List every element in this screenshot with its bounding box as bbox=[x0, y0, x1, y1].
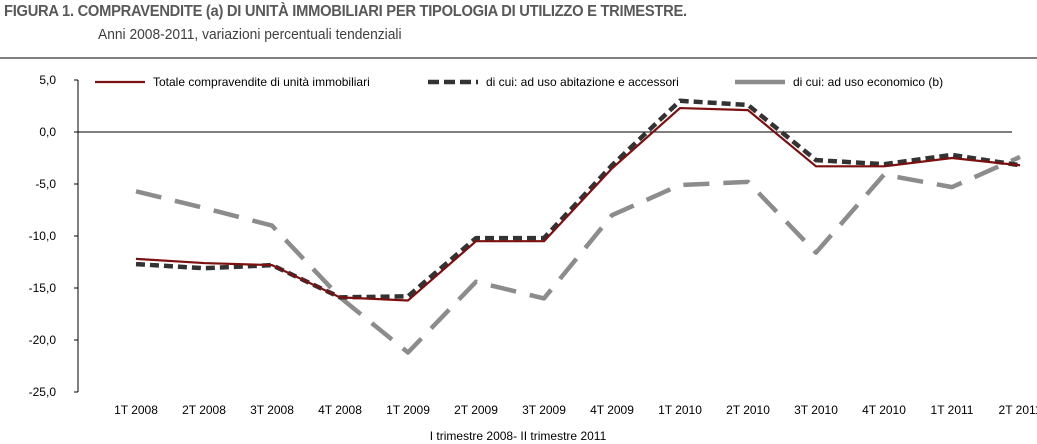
x-axis-title: I trimestre 2008- II trimestre 2011 bbox=[430, 429, 607, 443]
series-line-0 bbox=[135, 106, 1021, 302]
y-tick-label: -25,0 bbox=[29, 385, 57, 399]
legend-label: Totale compravendite di unità immobiliar… bbox=[153, 75, 370, 89]
y-tick-label: 0,0 bbox=[39, 125, 56, 139]
x-tick-label: 3T 2009 bbox=[522, 403, 566, 417]
chart-title: FIGURA 1. COMPRAVENDITE (a) DI UNITÀ IMM… bbox=[4, 3, 687, 20]
series-line-2 bbox=[135, 154, 1021, 355]
x-tick-label: 2T 2010 bbox=[726, 403, 770, 417]
x-tick-label: 1T 2010 bbox=[658, 403, 702, 417]
legend: Totale compravendite di unità immobiliar… bbox=[95, 75, 943, 89]
x-tick-label: 2T 2008 bbox=[182, 403, 226, 417]
chart-subtitle: Anni 2008-2011, variazioni percentuali t… bbox=[98, 26, 402, 43]
x-axis: 1T 2008 2T 2008 3T 2008 4T 2008 1T 2009 2T 20… bbox=[78, 131, 1037, 417]
x-tick-label: 1T 2009 bbox=[386, 403, 430, 417]
x-tick-label: 3T 2010 bbox=[794, 403, 838, 417]
series-line-1 bbox=[135, 98, 1021, 300]
x-tick-label: 2T 2009 bbox=[454, 403, 498, 417]
series-lines bbox=[135, 98, 1021, 355]
x-tick-label: 4T 2010 bbox=[862, 403, 906, 417]
y-tick-label: -5,0 bbox=[35, 177, 56, 191]
x-tick-label: 3T 2008 bbox=[250, 403, 294, 417]
x-tick-label: 4T 2008 bbox=[318, 403, 362, 417]
x-tick-label: 4T 2009 bbox=[590, 403, 634, 417]
legend-label: di cui: ad uso economico (b) bbox=[793, 75, 943, 89]
y-axis: 5,0 0,0 -5,0 -10,0 -15,0 -20,0 -25,0 bbox=[29, 73, 79, 399]
x-tick-label: 1T 2011 bbox=[931, 403, 974, 417]
y-tick-label: -15,0 bbox=[29, 281, 57, 295]
y-tick-label: -10,0 bbox=[29, 229, 57, 243]
legend-label: di cui: ad uso abitazione e accessori bbox=[486, 75, 679, 89]
x-tick-label: 2T 2011 bbox=[999, 403, 1037, 417]
y-tick-label: -20,0 bbox=[29, 333, 57, 347]
y-tick-label: 5,0 bbox=[39, 73, 56, 87]
x-tick-label: 1T 2008 bbox=[114, 403, 158, 417]
